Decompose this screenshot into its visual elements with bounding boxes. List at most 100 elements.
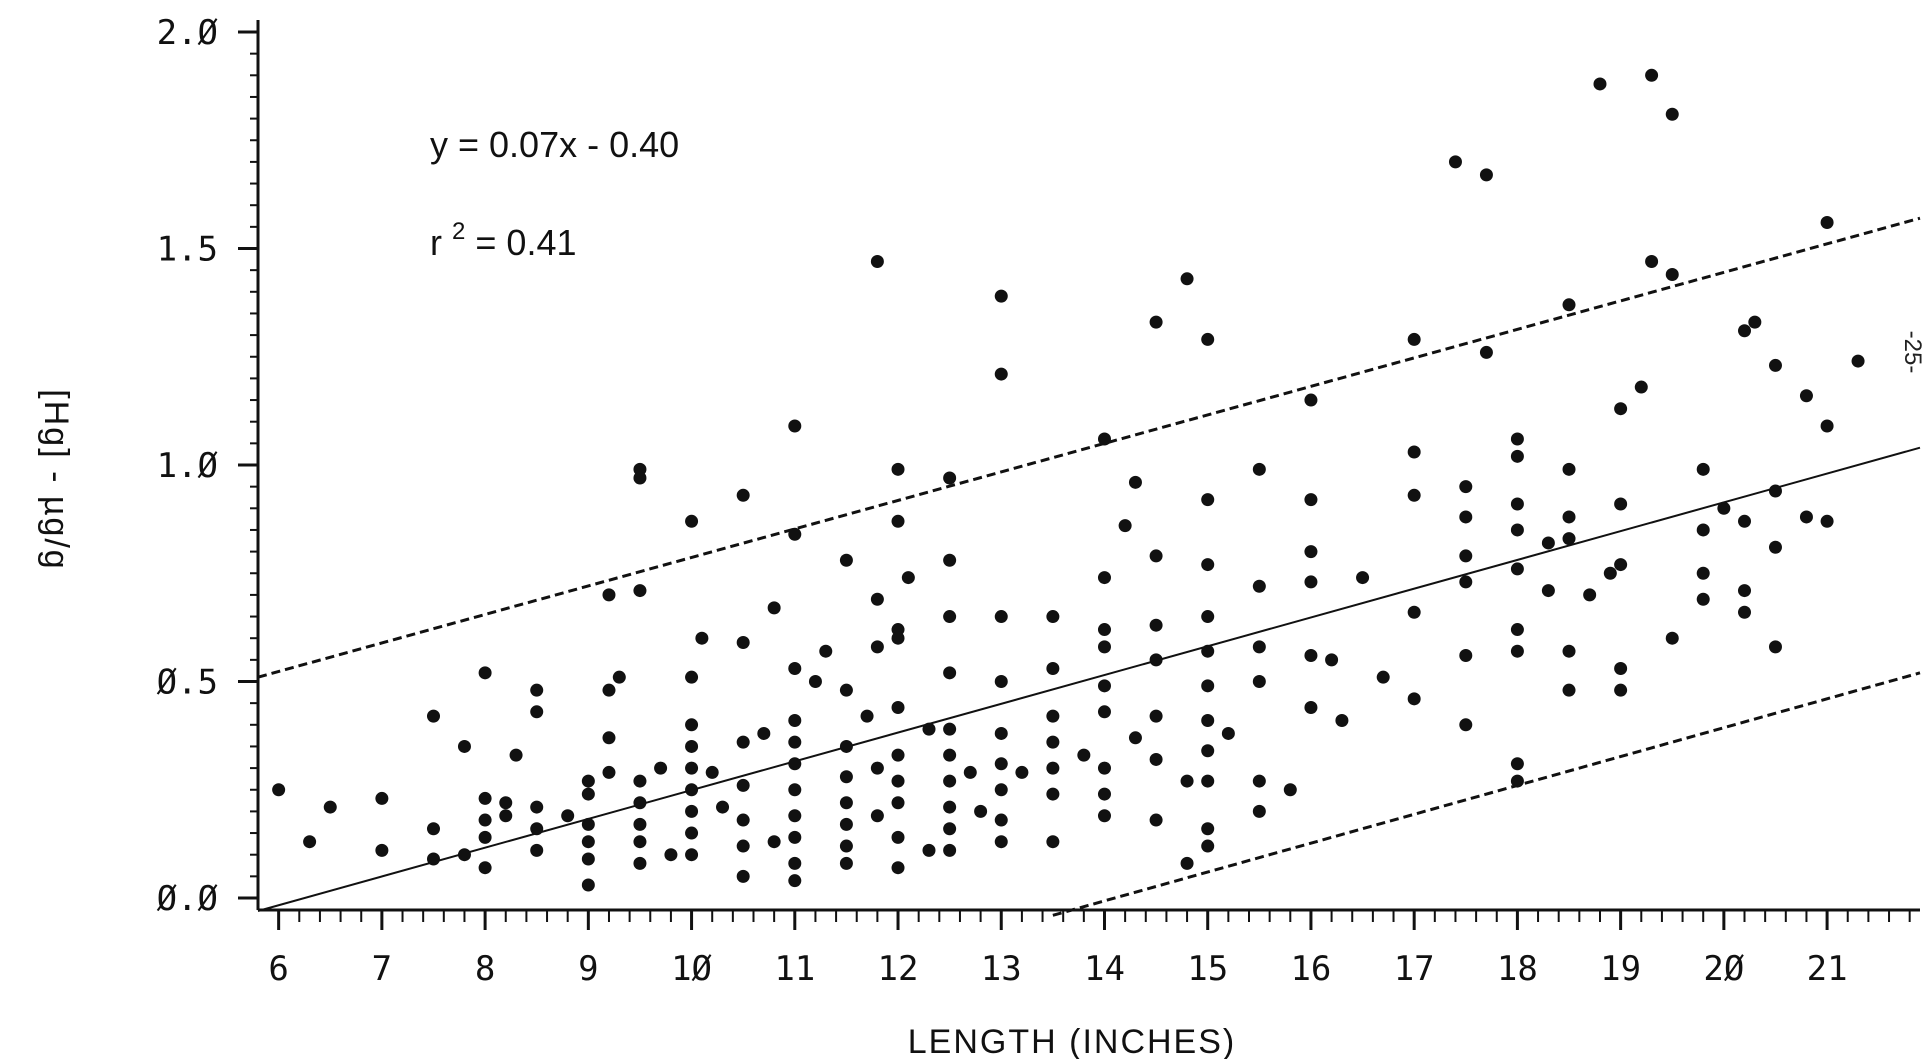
x-tick-label: 18 bbox=[1497, 949, 1538, 989]
data-point bbox=[1562, 298, 1576, 312]
data-point bbox=[1046, 709, 1060, 723]
data-point bbox=[1201, 610, 1215, 624]
data-point bbox=[1304, 575, 1318, 589]
data-point bbox=[943, 843, 957, 857]
data-point bbox=[1562, 683, 1576, 697]
data-point bbox=[1510, 432, 1524, 446]
data-point bbox=[788, 662, 802, 676]
data-point bbox=[1562, 644, 1576, 658]
data-point bbox=[1097, 432, 1111, 446]
data-point bbox=[870, 809, 884, 823]
data-point bbox=[426, 822, 440, 836]
data-point bbox=[685, 761, 699, 775]
data-point bbox=[943, 471, 957, 485]
data-point bbox=[757, 726, 771, 740]
data-point bbox=[736, 813, 750, 827]
data-point bbox=[1097, 623, 1111, 637]
data-point bbox=[891, 514, 905, 528]
data-point bbox=[839, 739, 853, 753]
data-point bbox=[1510, 623, 1524, 637]
data-point bbox=[1097, 679, 1111, 693]
data-point bbox=[1562, 532, 1576, 546]
data-point bbox=[530, 822, 544, 836]
data-point bbox=[685, 514, 699, 528]
data-point bbox=[1149, 618, 1163, 632]
data-point bbox=[891, 861, 905, 875]
data-point bbox=[685, 783, 699, 797]
data-point bbox=[922, 843, 936, 857]
data-point bbox=[1201, 713, 1215, 727]
data-point bbox=[1128, 731, 1142, 745]
data-point bbox=[581, 774, 595, 788]
data-point bbox=[1634, 380, 1648, 394]
data-point bbox=[1696, 566, 1710, 580]
data-point bbox=[736, 735, 750, 749]
data-point bbox=[788, 874, 802, 888]
data-point bbox=[633, 856, 647, 870]
data-point bbox=[1149, 752, 1163, 766]
data-point bbox=[1128, 475, 1142, 489]
x-tick-label: 13 bbox=[981, 949, 1022, 989]
data-point bbox=[1593, 77, 1607, 91]
data-point bbox=[1510, 644, 1524, 658]
data-point bbox=[457, 848, 471, 862]
data-point bbox=[1097, 705, 1111, 719]
y-tick-label: 2.Ø bbox=[157, 13, 218, 53]
data-point bbox=[788, 830, 802, 844]
data-point bbox=[1459, 549, 1473, 563]
data-point bbox=[685, 804, 699, 818]
data-point bbox=[736, 636, 750, 650]
data-point bbox=[602, 765, 616, 779]
data-point bbox=[767, 835, 781, 849]
data-point bbox=[1046, 787, 1060, 801]
data-point bbox=[1149, 709, 1163, 723]
data-point bbox=[602, 731, 616, 745]
data-point bbox=[922, 722, 936, 736]
data-point bbox=[1820, 419, 1834, 433]
data-point bbox=[1304, 393, 1318, 407]
data-point bbox=[1459, 575, 1473, 589]
data-point bbox=[1799, 510, 1813, 524]
page-number-note: -25- bbox=[1899, 331, 1925, 374]
x-tick-label: 2Ø bbox=[1703, 949, 1744, 989]
data-point bbox=[1325, 653, 1339, 667]
data-point bbox=[788, 735, 802, 749]
data-point bbox=[478, 666, 492, 680]
data-point bbox=[1562, 510, 1576, 524]
data-point bbox=[1097, 640, 1111, 654]
data-point bbox=[1221, 726, 1235, 740]
tick-marks bbox=[238, 30, 1911, 930]
data-point bbox=[1541, 584, 1555, 598]
data-point bbox=[788, 856, 802, 870]
data-point bbox=[1541, 536, 1555, 550]
data-point bbox=[994, 726, 1008, 740]
data-point bbox=[1252, 579, 1266, 593]
data-point bbox=[1118, 519, 1132, 533]
data-point bbox=[530, 800, 544, 814]
data-point bbox=[478, 830, 492, 844]
data-point bbox=[974, 804, 988, 818]
data-point bbox=[870, 592, 884, 606]
data-point bbox=[457, 739, 471, 753]
data-point bbox=[1510, 523, 1524, 537]
data-point bbox=[499, 796, 513, 810]
data-point bbox=[633, 796, 647, 810]
data-point bbox=[736, 778, 750, 792]
y-tick-label: Ø.5 bbox=[157, 663, 218, 703]
data-point bbox=[808, 675, 822, 688]
data-point bbox=[1768, 640, 1782, 654]
x-tick-label: 7 bbox=[372, 949, 392, 989]
data-point bbox=[1768, 540, 1782, 554]
data-point bbox=[1510, 562, 1524, 576]
data-point bbox=[1180, 272, 1194, 286]
data-point bbox=[1252, 640, 1266, 654]
data-point bbox=[788, 713, 802, 727]
data-point bbox=[994, 367, 1008, 381]
data-point bbox=[1407, 488, 1421, 502]
x-tick-label: 21 bbox=[1807, 949, 1848, 989]
y-axis-title: [Hg] - µg/g bbox=[37, 389, 75, 570]
data-point bbox=[736, 869, 750, 883]
data-point bbox=[1252, 804, 1266, 818]
data-point bbox=[1510, 757, 1524, 771]
